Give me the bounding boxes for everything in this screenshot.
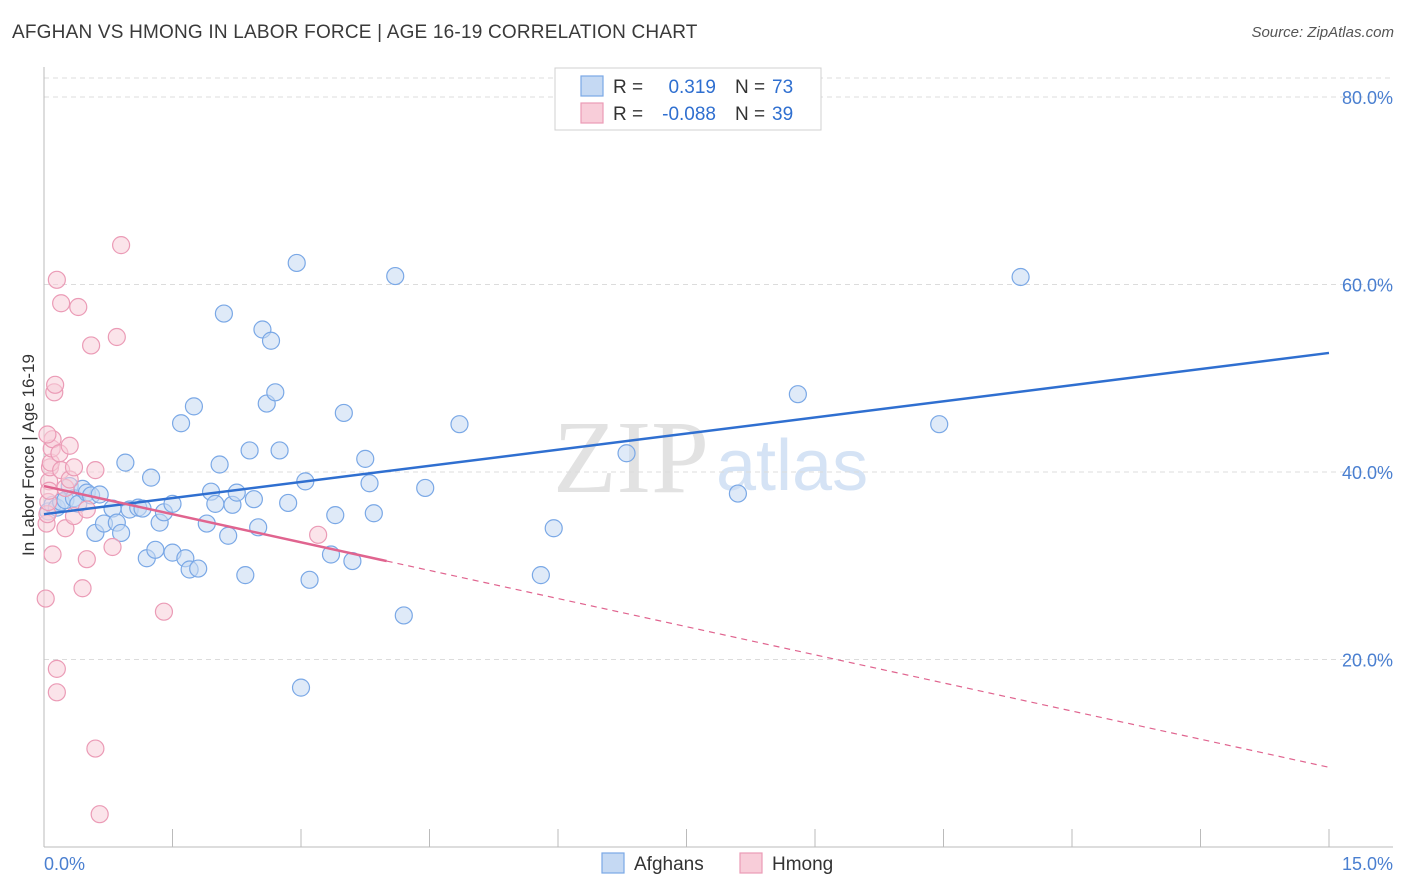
afghans-trend-line	[43, 351, 1330, 516]
hmong-point	[43, 545, 62, 564]
afghans-point	[184, 397, 204, 416]
hmong-trend-line-extrapolated	[386, 560, 1330, 768]
afghans-point	[1011, 267, 1030, 287]
afghans-point	[544, 519, 563, 538]
afghans-point	[287, 253, 306, 273]
hmong-point	[47, 659, 66, 678]
hmong-point	[154, 602, 174, 621]
x-tick-labels: 0.0% 15.0%	[44, 854, 1393, 874]
y-tick-label: 80.0%	[1342, 88, 1393, 108]
afghans-r-value: 0.319	[668, 77, 716, 98]
afghans-point	[240, 441, 259, 460]
afghans-point	[227, 483, 246, 502]
hmong-point	[77, 550, 96, 569]
afghans-point	[266, 383, 285, 402]
hmong-swatch-icon	[580, 102, 604, 124]
afghans-r-label: R =	[613, 77, 643, 98]
hmong-point	[73, 579, 92, 598]
x-tick-label: 15.0%	[1342, 854, 1393, 874]
hmong-point	[107, 327, 126, 347]
afghans-point	[116, 453, 135, 472]
afghans-points	[39, 253, 1030, 697]
afghans-point	[300, 570, 319, 589]
hmong-point	[111, 236, 131, 255]
hmong-point	[36, 589, 55, 608]
afghans-legend-label: Afghans	[634, 854, 704, 875]
hmong-point	[309, 525, 328, 544]
afghans-point	[364, 504, 383, 523]
afghans-n-value: 73	[772, 77, 793, 98]
afghans-point	[531, 566, 550, 585]
hmong-point	[47, 683, 66, 702]
y-tick-label: 20.0%	[1342, 651, 1393, 671]
afghans-point	[326, 506, 345, 525]
afghans-point	[244, 490, 263, 509]
afghans-point	[210, 455, 229, 474]
hmong-point	[40, 481, 59, 500]
hmong-point	[86, 739, 105, 758]
hmong-legend-icon	[739, 852, 763, 874]
stats-legend: R = 0.319 N = 73 R = -0.088 N = 39	[554, 67, 822, 131]
y-axis-title: In Labor Force | Age 16-19	[19, 354, 38, 556]
hmong-r-label: R =	[613, 104, 643, 125]
hmong-points	[36, 236, 328, 824]
watermark: ZIP atlas	[553, 400, 868, 515]
x-tick-label: 0.0%	[44, 854, 85, 874]
afghans-point	[728, 484, 748, 503]
hmong-point	[90, 805, 109, 824]
hmong-point	[82, 336, 101, 355]
afghans-point	[279, 493, 298, 513]
chart-source: Source: ZipAtlas.com	[1251, 24, 1394, 41]
afghans-point	[788, 385, 807, 404]
afghans-point	[291, 678, 311, 697]
afghans-point	[214, 304, 233, 323]
afghans-point	[236, 566, 255, 585]
hmong-point	[47, 270, 66, 289]
trend-lines	[43, 351, 1330, 768]
hmong-point	[38, 425, 57, 444]
afghans-point	[189, 559, 208, 578]
data-points	[36, 236, 1030, 824]
hmong-point	[64, 458, 84, 477]
afghans-point	[206, 494, 225, 513]
hmong-r-value: -0.088	[662, 104, 716, 125]
afghans-point	[219, 526, 238, 545]
afghans-point	[617, 444, 636, 463]
y-tick-label: 40.0%	[1342, 463, 1393, 483]
afghans-legend-icon	[601, 852, 625, 874]
y-tick-label: 60.0%	[1342, 276, 1393, 296]
afghans-point	[360, 474, 379, 493]
afghans-point	[356, 449, 375, 468]
hmong-point	[60, 436, 79, 455]
hmong-legend-label: Hmong	[772, 854, 833, 875]
afghans-point	[450, 415, 469, 434]
afghans-point	[416, 478, 435, 498]
afghans-point	[386, 266, 405, 286]
hmong-n-label: N =	[735, 104, 765, 125]
afghans-point	[930, 415, 949, 434]
afghans-n-label: N =	[735, 77, 765, 98]
hmong-point	[69, 297, 88, 317]
hmong-point	[46, 375, 65, 394]
afghans-point	[171, 414, 191, 433]
afghans-point	[111, 523, 131, 543]
afghans-point	[261, 331, 281, 350]
afghans-point	[270, 441, 289, 460]
hmong-point	[103, 537, 122, 557]
bottom-legend: Afghans Hmong	[601, 852, 833, 875]
y-tick-labels: 20.0% 40.0% 60.0% 80.0%	[1342, 88, 1393, 671]
hmong-point	[86, 461, 105, 480]
hmong-point	[52, 294, 71, 313]
hmong-trend-line	[43, 484, 387, 563]
afghans-swatch-icon	[580, 75, 604, 97]
afghans-point	[394, 606, 413, 625]
afghans-point	[141, 468, 161, 487]
afghans-point	[334, 403, 353, 423]
chart-title: AFGHAN VS HMONG IN LABOR FORCE | AGE 16-…	[12, 22, 698, 43]
afghans-point	[146, 540, 165, 559]
hmong-n-value: 39	[772, 104, 793, 125]
